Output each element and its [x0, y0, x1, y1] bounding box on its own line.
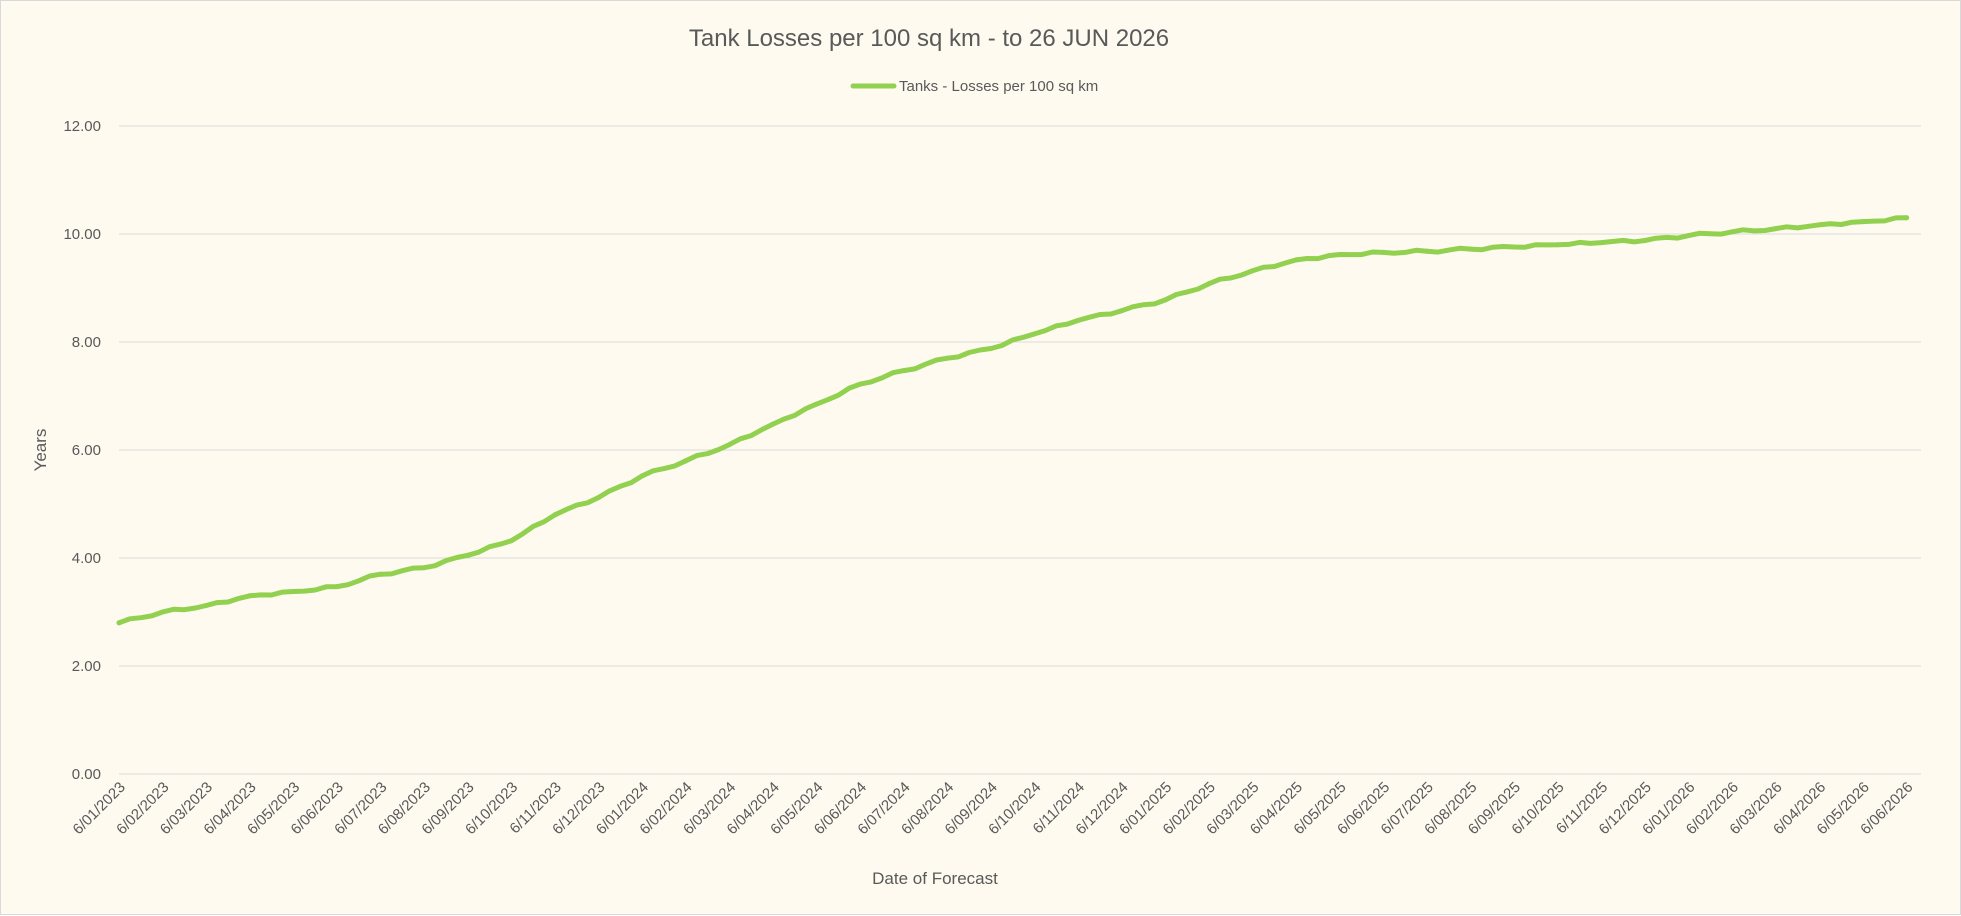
data-point — [1032, 331, 1038, 337]
series-layer — [116, 215, 1910, 626]
data-point — [726, 442, 732, 448]
data-point — [1686, 233, 1692, 239]
data-point — [421, 565, 427, 571]
data-point — [596, 495, 602, 501]
data-point — [1642, 237, 1648, 243]
y-tick-label: 2.00 — [72, 658, 101, 675]
data-point — [770, 421, 776, 427]
legend-label: Tanks - Losses per 100 sq km — [899, 78, 1098, 95]
data-point — [1511, 244, 1517, 250]
data-point — [1293, 257, 1299, 263]
data-point — [1555, 242, 1561, 248]
y-axis-ticks: 0.00 2.00 4.00 6.00 8.00 10.00 12.00 — [63, 118, 101, 783]
y-tick-label: 0.00 — [72, 766, 101, 783]
legend: Tanks - Losses per 100 sq km — [850, 78, 1098, 95]
y-tick-label: 12.00 — [63, 118, 101, 135]
data-point — [1075, 317, 1081, 323]
data-point — [857, 381, 863, 387]
data-point — [1424, 248, 1430, 254]
x-axis-title: Date of Forecast — [872, 869, 998, 888]
data-point — [1337, 252, 1343, 258]
data-point — [1206, 281, 1212, 287]
series-line — [116, 215, 1910, 626]
data-point — [1860, 219, 1866, 225]
data-point — [901, 368, 907, 374]
data-point — [814, 401, 820, 407]
y-axis-title: Years — [31, 429, 50, 472]
data-point — [116, 620, 122, 626]
data-point — [1119, 308, 1125, 314]
y-tick-label: 4.00 — [72, 550, 101, 567]
data-point — [378, 571, 384, 577]
y-tick-label: 10.00 — [63, 226, 101, 243]
data-point — [639, 473, 645, 479]
y-tick-label: 8.00 — [72, 334, 101, 351]
x-axis-ticks: 6/01/20236/02/20236/03/20236/04/20236/05… — [70, 779, 1917, 838]
data-point — [1904, 215, 1910, 221]
data-point — [1468, 246, 1474, 252]
data-point — [552, 512, 558, 518]
data-point — [1380, 249, 1386, 255]
data-point — [247, 593, 253, 599]
data-point — [944, 355, 950, 361]
data-point — [1816, 222, 1822, 228]
gridlines — [119, 125, 1921, 775]
data-point — [1598, 240, 1604, 246]
data-point — [988, 345, 994, 351]
data-point — [683, 458, 689, 464]
data-point — [508, 538, 514, 544]
y-tick-label: 6.00 — [72, 442, 101, 459]
data-point — [290, 588, 296, 594]
data-point — [1773, 226, 1779, 232]
data-point — [334, 584, 340, 590]
data-point — [465, 552, 471, 558]
data-point — [1729, 229, 1735, 235]
data-point — [160, 609, 166, 615]
chart-title: Tank Losses per 100 sq km - to 26 JUN 20… — [689, 25, 1169, 52]
data-point — [1162, 297, 1168, 303]
data-point — [203, 603, 209, 609]
data-point — [1250, 268, 1256, 274]
